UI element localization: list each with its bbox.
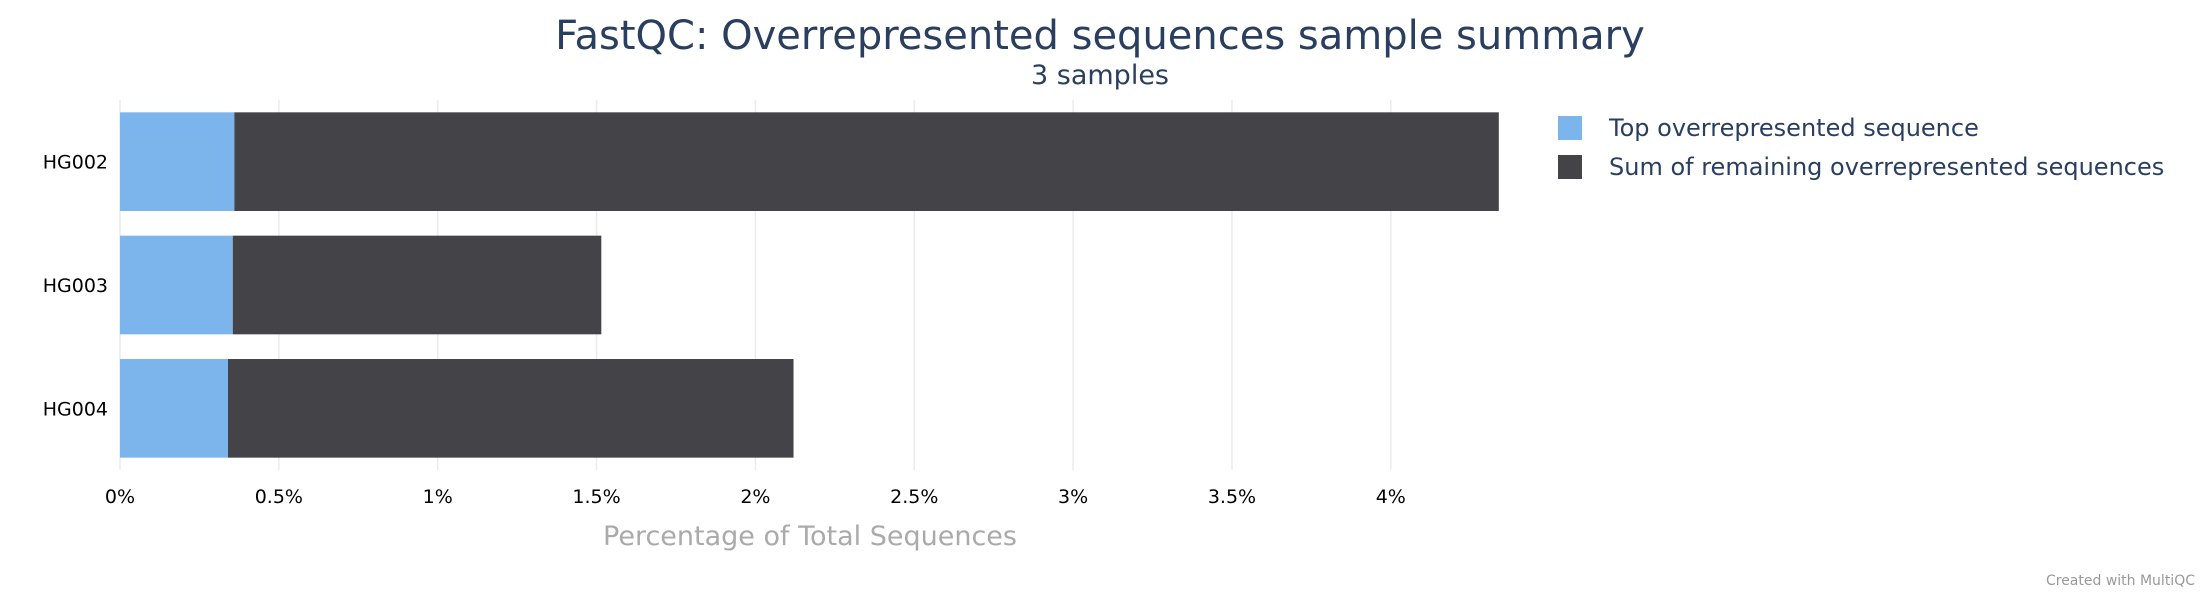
x-tick-label: 2.5% [890, 486, 938, 508]
chart-title: FastQC: Overrepresented sequences sample… [555, 13, 1645, 59]
x-tick-label: 3% [1058, 486, 1088, 508]
bars [120, 112, 1499, 458]
bar-hg003-series-2[interactable] [232, 235, 602, 335]
x-tick-label: 4% [1376, 486, 1406, 508]
y-axis-labels: HG002 HG003 HG004 [43, 152, 108, 421]
x-axis-labels: 0% 0.5% 1% 1.5% 2% 2.5% 3% 3.5% 4% [105, 486, 1406, 508]
x-axis-title: Percentage of Total Sequences [603, 521, 1017, 552]
x-tick-label: 0% [105, 486, 135, 508]
bar-hg004-series-2[interactable] [228, 359, 794, 458]
x-tick-label: 3.5% [1208, 486, 1256, 508]
chart-subtitle: 3 samples [1031, 60, 1169, 91]
legend: Top overrepresented sequence Sum of remai… [1558, 114, 2164, 181]
bar-hg003-series-1[interactable] [120, 235, 233, 335]
y-tick-label: HG002 [43, 152, 108, 174]
x-tick-label: 1% [423, 486, 453, 508]
credit-text: Created with MultiQC [2046, 573, 2195, 589]
x-tick-label: 1.5% [572, 486, 620, 508]
bar-hg002-series-2[interactable] [234, 112, 1499, 211]
x-tick-label: 2% [740, 486, 770, 508]
legend-label[interactable]: Sum of remaining overrepresented sequenc… [1609, 153, 2164, 181]
bar-hg002-series-1[interactable] [120, 112, 235, 211]
x-tick-label: 0.5% [255, 486, 303, 508]
bar-hg004-series-1[interactable] [120, 359, 229, 458]
legend-swatch[interactable] [1558, 116, 1582, 140]
legend-label[interactable]: Top overrepresented sequence [1608, 114, 1979, 142]
y-tick-label: HG003 [43, 275, 108, 297]
y-tick-label: HG004 [43, 398, 108, 420]
legend-swatch[interactable] [1558, 155, 1582, 179]
